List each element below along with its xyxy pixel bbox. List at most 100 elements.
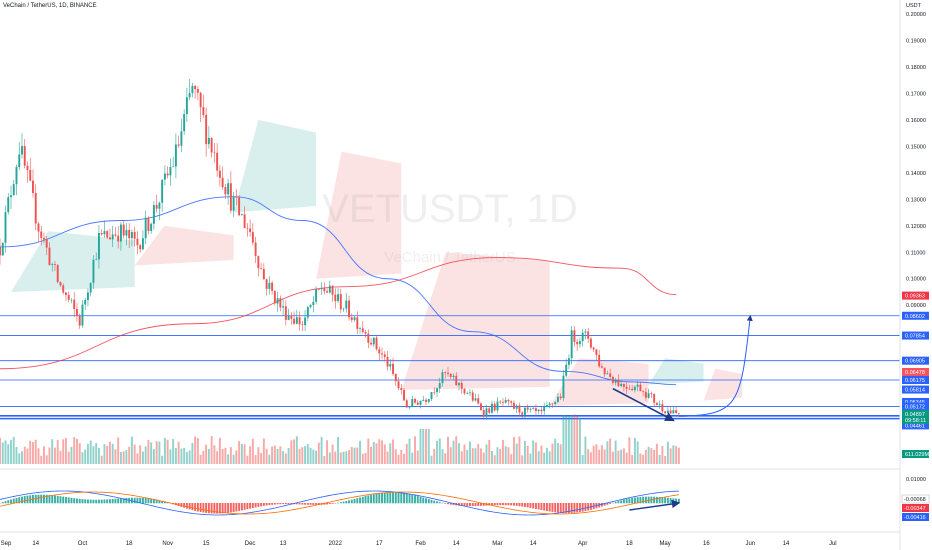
candle-body <box>194 85 197 90</box>
candle-body <box>603 367 606 375</box>
volume-bar <box>444 453 447 464</box>
candle-body <box>526 407 529 410</box>
macd-bar <box>59 496 62 504</box>
candle-body <box>622 383 625 387</box>
candle-body <box>59 282 62 286</box>
candle-body <box>0 246 1 256</box>
candle-body <box>480 403 482 411</box>
macd-bar <box>433 500 436 504</box>
macd-bar <box>194 503 197 511</box>
cloud-segment <box>316 151 402 279</box>
macd-bar <box>84 499 87 504</box>
macd-bar <box>26 495 29 504</box>
volume-bar <box>141 451 144 464</box>
macd-bar <box>447 503 449 505</box>
volume-bar <box>537 451 540 464</box>
candle-body <box>466 393 469 394</box>
macd-bar <box>243 503 246 510</box>
candle-body <box>427 398 430 402</box>
volume-bar <box>75 438 78 464</box>
candle-body <box>529 408 532 410</box>
macd-bar <box>262 503 265 506</box>
volume-bar <box>81 452 84 464</box>
macd-bar <box>260 503 263 507</box>
candle-body <box>284 306 287 320</box>
candle-body <box>304 317 307 326</box>
candle-body <box>155 205 158 209</box>
macd-bar <box>284 503 287 505</box>
macd-bar <box>65 497 67 504</box>
volume-bar <box>653 449 656 464</box>
price-tag-label: 0.07854 <box>905 334 925 340</box>
price-tick-label: 0.17000 <box>906 91 926 97</box>
candle-body <box>474 398 477 401</box>
candle-body <box>84 299 87 305</box>
macd-bar <box>600 503 603 507</box>
volume-bar <box>194 436 197 464</box>
macd-bar <box>147 498 150 504</box>
volume-bar <box>56 440 59 464</box>
macd-bar <box>7 500 10 504</box>
macd-bar <box>427 499 430 504</box>
candle-body <box>482 410 485 416</box>
volume-bar <box>493 455 496 464</box>
macd-bar <box>405 493 408 504</box>
macd-bar <box>631 497 634 504</box>
candle-body <box>403 389 405 401</box>
candle-body <box>251 232 254 243</box>
price-tick-label: 0.12000 <box>906 224 926 230</box>
macd-bar <box>551 503 554 512</box>
volume-bar <box>669 448 672 464</box>
time-tick-label: 18 <box>626 541 633 547</box>
volume-bar <box>337 436 340 464</box>
candle-body <box>205 114 208 145</box>
macd-bar <box>213 503 216 514</box>
candle-body <box>210 137 213 153</box>
macd-bar <box>606 503 609 505</box>
candle-body <box>425 399 427 402</box>
volume-bar <box>631 455 634 464</box>
volume-bar <box>617 450 620 464</box>
volume-bar <box>0 437 1 464</box>
macd-bar <box>584 503 587 512</box>
macd-bar <box>493 503 496 506</box>
macd-bar <box>227 503 230 513</box>
volume-bar <box>328 452 331 464</box>
forecast-curve <box>678 314 753 417</box>
time-tick-label: Oct <box>78 541 88 547</box>
macd-bar <box>562 503 565 514</box>
volume-bar <box>518 436 521 464</box>
signal-line <box>0 491 679 515</box>
macd-bar <box>644 496 647 504</box>
macd-bar <box>328 503 331 505</box>
price-tag <box>902 311 929 320</box>
volume-bar <box>89 440 92 464</box>
volume-bar <box>548 451 551 464</box>
macd-bar <box>54 495 56 504</box>
macd-bar <box>163 501 166 504</box>
volume-bar <box>510 454 513 464</box>
candle-body <box>507 399 510 402</box>
volume-bar <box>254 455 257 464</box>
macd-divergence-arrow <box>629 499 681 511</box>
volume-bar <box>133 444 136 464</box>
macd-bar <box>1 502 4 504</box>
volume-bar <box>403 453 405 464</box>
macd-bar <box>276 503 279 505</box>
volume-bar <box>463 444 466 464</box>
candle-body <box>364 331 367 334</box>
volume-bar <box>620 449 623 464</box>
macd-bar <box>570 503 573 513</box>
price-tag-label: 0.08602 <box>905 314 925 320</box>
candle-body <box>207 137 210 145</box>
macd-bar <box>345 500 348 504</box>
macd-bar <box>403 493 405 504</box>
price-tag <box>902 367 929 376</box>
macd-bar <box>441 502 444 504</box>
cloud-segment <box>648 358 704 385</box>
macd-bar <box>576 503 579 513</box>
candle-body <box>177 144 180 146</box>
volume-bar <box>408 438 411 464</box>
volume-bar <box>532 440 535 464</box>
